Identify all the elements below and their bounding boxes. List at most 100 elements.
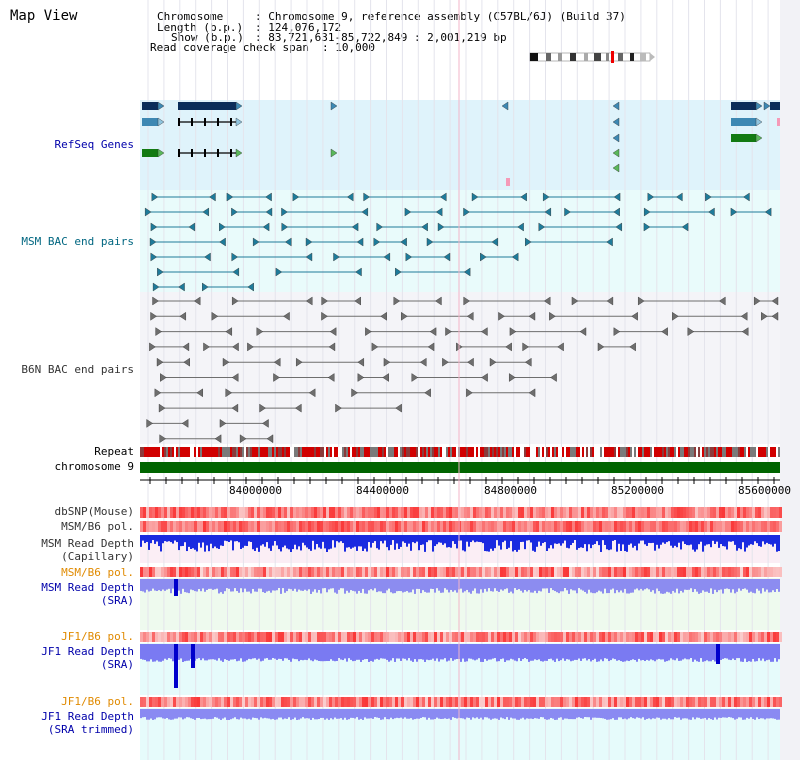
heat-cell <box>590 632 593 642</box>
depth-bar <box>678 579 680 594</box>
repeat-cell <box>454 447 456 457</box>
depth-bar <box>218 535 220 549</box>
heat-cell <box>203 507 206 518</box>
depth-bar <box>182 709 184 720</box>
heat-cell <box>185 697 188 707</box>
heat-cell <box>143 567 146 577</box>
repeat-cell <box>338 447 340 457</box>
heat-cell <box>656 521 659 532</box>
track-label-jf1-trim-1[interactable]: JF1 Read Depth <box>41 710 134 723</box>
track-label-jf1-depth-sra-1[interactable]: JF1 Read Depth <box>41 645 134 658</box>
depth-bar <box>732 579 734 590</box>
track-label-msm-depth-cap-1[interactable]: MSM Read Depth <box>41 537 134 550</box>
heat-cell <box>254 697 257 707</box>
repeat-cell <box>356 447 358 457</box>
depth-bar <box>644 709 646 720</box>
heat-cell <box>308 507 311 518</box>
track-label-msm-depth-sra-1[interactable]: MSM Read Depth <box>41 581 134 594</box>
track-label-refseq[interactable]: RefSeq Genes <box>54 138 134 151</box>
depth-bar <box>460 535 462 541</box>
track-label-jf1-pol-1[interactable]: JF1/B6 pol. <box>61 630 134 643</box>
depth-bar <box>626 709 628 720</box>
depth-bar <box>260 644 262 662</box>
depth-bar <box>562 535 564 544</box>
depth-bar <box>634 579 636 590</box>
track-label-dbsnp[interactable]: dbSNP(Mouse) <box>54 505 134 518</box>
heat-cell <box>638 507 641 518</box>
heat-cell <box>245 567 248 577</box>
depth-bar <box>330 644 332 660</box>
bac-end-arrow <box>283 311 290 321</box>
heat-cell <box>656 507 659 518</box>
depth-bar <box>720 644 722 660</box>
heat-cell <box>206 697 209 707</box>
gene-arrow <box>612 133 620 143</box>
track-label-jf1-trim-2: (SRA trimmed) <box>47 723 134 736</box>
depth-bar <box>330 709 332 719</box>
heat-cell <box>530 632 533 642</box>
depth-bar <box>382 644 384 659</box>
chromosome-value: : Chromosome 9, reference assembly (C57B… <box>255 10 626 23</box>
heat-cell <box>542 507 545 518</box>
heat-cell <box>329 567 332 577</box>
track-label-b6n-bac[interactable]: B6N BAC end pairs <box>21 363 134 376</box>
heat-cell <box>362 632 365 642</box>
repeat-cell <box>700 447 702 457</box>
depth-bar <box>266 709 268 719</box>
depth-bar <box>306 579 308 591</box>
depth-bar <box>514 644 516 661</box>
track-label-msm-b6-pol-1[interactable]: MSM/B6 pol. <box>61 520 134 533</box>
heat-cell <box>578 697 581 707</box>
depth-bar <box>232 535 234 551</box>
heat-cell <box>683 632 686 642</box>
heat-cell <box>422 507 425 518</box>
heat-cell <box>197 632 200 642</box>
track-label-jf1-pol-2[interactable]: JF1/B6 pol. <box>61 695 134 708</box>
depth-bar <box>434 535 436 547</box>
heat-cell <box>740 507 743 518</box>
depth-bar <box>178 579 180 591</box>
depth-bar <box>748 579 750 593</box>
heat-cell <box>428 632 431 642</box>
heat-cell <box>224 521 227 532</box>
repeat-cell <box>258 447 260 457</box>
heat-cell <box>419 697 422 707</box>
depth-bar <box>456 535 458 549</box>
bac-end-arrow <box>525 237 532 247</box>
bac-end-arrow <box>231 252 239 262</box>
track-label-msm-bac[interactable]: MSM BAC end pairs <box>21 235 134 248</box>
depth-bar <box>382 709 384 720</box>
depth-bar <box>338 579 340 590</box>
depth-bar <box>400 644 402 661</box>
refseq-genes-track <box>142 101 780 186</box>
gene-block <box>770 102 780 110</box>
depth-bar <box>520 535 522 542</box>
heat-cell <box>251 632 254 642</box>
depth-bar <box>700 644 702 659</box>
repeat-cell <box>634 447 636 457</box>
heat-cell <box>557 567 560 577</box>
depth-bar <box>590 709 592 720</box>
heat-cell <box>143 632 146 642</box>
depth-bar <box>318 535 320 548</box>
depth-bar <box>240 644 242 659</box>
depth-bar <box>718 579 720 591</box>
depth-bar <box>678 644 680 661</box>
gene-arrow <box>501 101 509 111</box>
repeat-cell <box>582 447 584 457</box>
heat-cell <box>365 521 368 532</box>
depth-bar <box>318 644 320 662</box>
depth-bar <box>754 709 756 720</box>
depth-bar <box>506 579 508 589</box>
heat-cell <box>404 632 407 642</box>
heat-cell <box>530 697 533 707</box>
track-label-msm-b6-pol-2[interactable]: MSM/B6 pol. <box>61 566 134 579</box>
depth-bar <box>500 709 502 718</box>
heat-cell <box>449 632 452 642</box>
repeat-cell <box>590 447 592 457</box>
depth-bar <box>778 644 780 660</box>
depth-bar <box>562 644 564 659</box>
depth-bar <box>344 644 346 659</box>
heat-cell <box>536 507 539 518</box>
